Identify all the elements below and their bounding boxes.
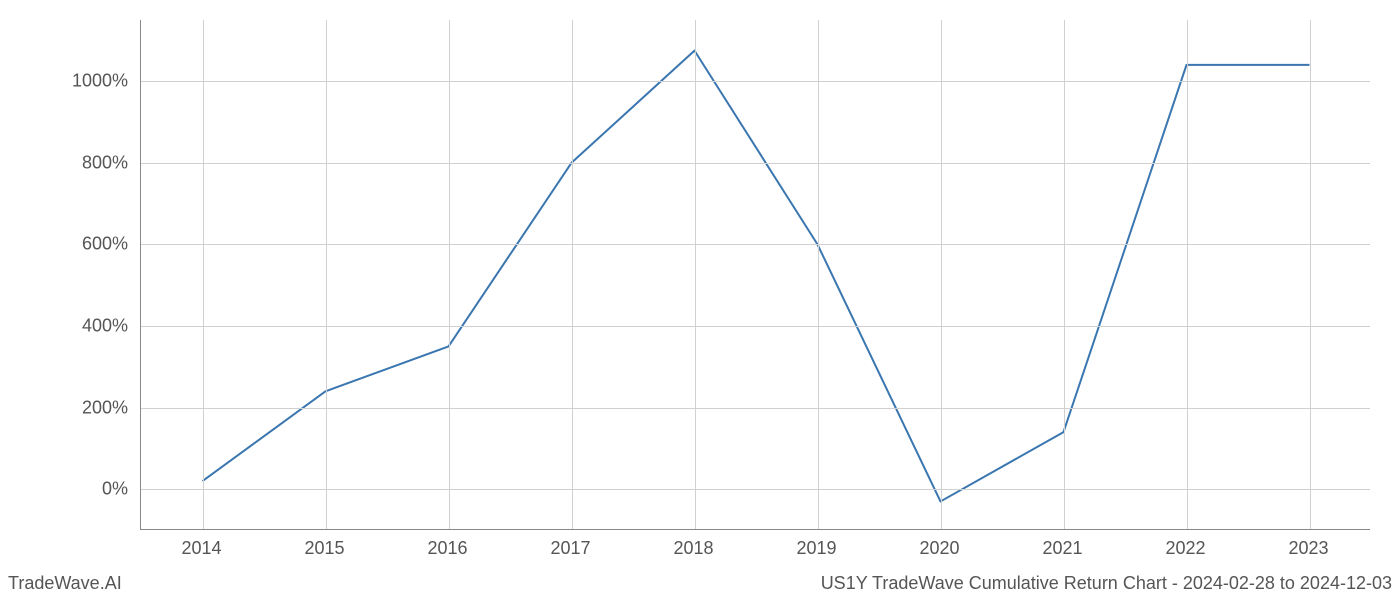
y-tick-label: 400% <box>82 316 128 337</box>
gridline-vertical <box>941 20 942 529</box>
x-tick-label: 2016 <box>427 538 467 559</box>
x-tick-label: 2014 <box>181 538 221 559</box>
footer-left-label: TradeWave.AI <box>8 573 122 594</box>
x-tick-label: 2015 <box>304 538 344 559</box>
gridline-vertical <box>449 20 450 529</box>
y-tick-label: 800% <box>82 152 128 173</box>
x-tick-label: 2018 <box>673 538 713 559</box>
gridline-vertical <box>1064 20 1065 529</box>
y-tick-label: 1000% <box>72 71 128 92</box>
gridline-horizontal <box>141 489 1370 490</box>
gridline-horizontal <box>141 81 1370 82</box>
gridline-vertical <box>572 20 573 529</box>
gridline-horizontal <box>141 244 1370 245</box>
gridline-vertical <box>1310 20 1311 529</box>
y-tick-label: 200% <box>82 397 128 418</box>
x-tick-label: 2019 <box>796 538 836 559</box>
x-tick-label: 2017 <box>550 538 590 559</box>
gridline-vertical <box>326 20 327 529</box>
x-tick-label: 2023 <box>1288 538 1328 559</box>
y-tick-label: 0% <box>102 479 128 500</box>
y-tick-label: 600% <box>82 234 128 255</box>
x-tick-label: 2020 <box>919 538 959 559</box>
gridline-vertical <box>1187 20 1188 529</box>
gridline-vertical <box>818 20 819 529</box>
footer-right-label: US1Y TradeWave Cumulative Return Chart -… <box>821 573 1392 594</box>
gridline-horizontal <box>141 163 1370 164</box>
line-series-cumulative-return <box>203 51 1310 502</box>
x-tick-label: 2022 <box>1165 538 1205 559</box>
chart-container: TradeWave.AI US1Y TradeWave Cumulative R… <box>0 0 1400 600</box>
gridline-horizontal <box>141 408 1370 409</box>
plot-area <box>140 20 1370 530</box>
gridline-horizontal <box>141 326 1370 327</box>
gridline-vertical <box>695 20 696 529</box>
gridline-vertical <box>203 20 204 529</box>
x-tick-label: 2021 <box>1042 538 1082 559</box>
